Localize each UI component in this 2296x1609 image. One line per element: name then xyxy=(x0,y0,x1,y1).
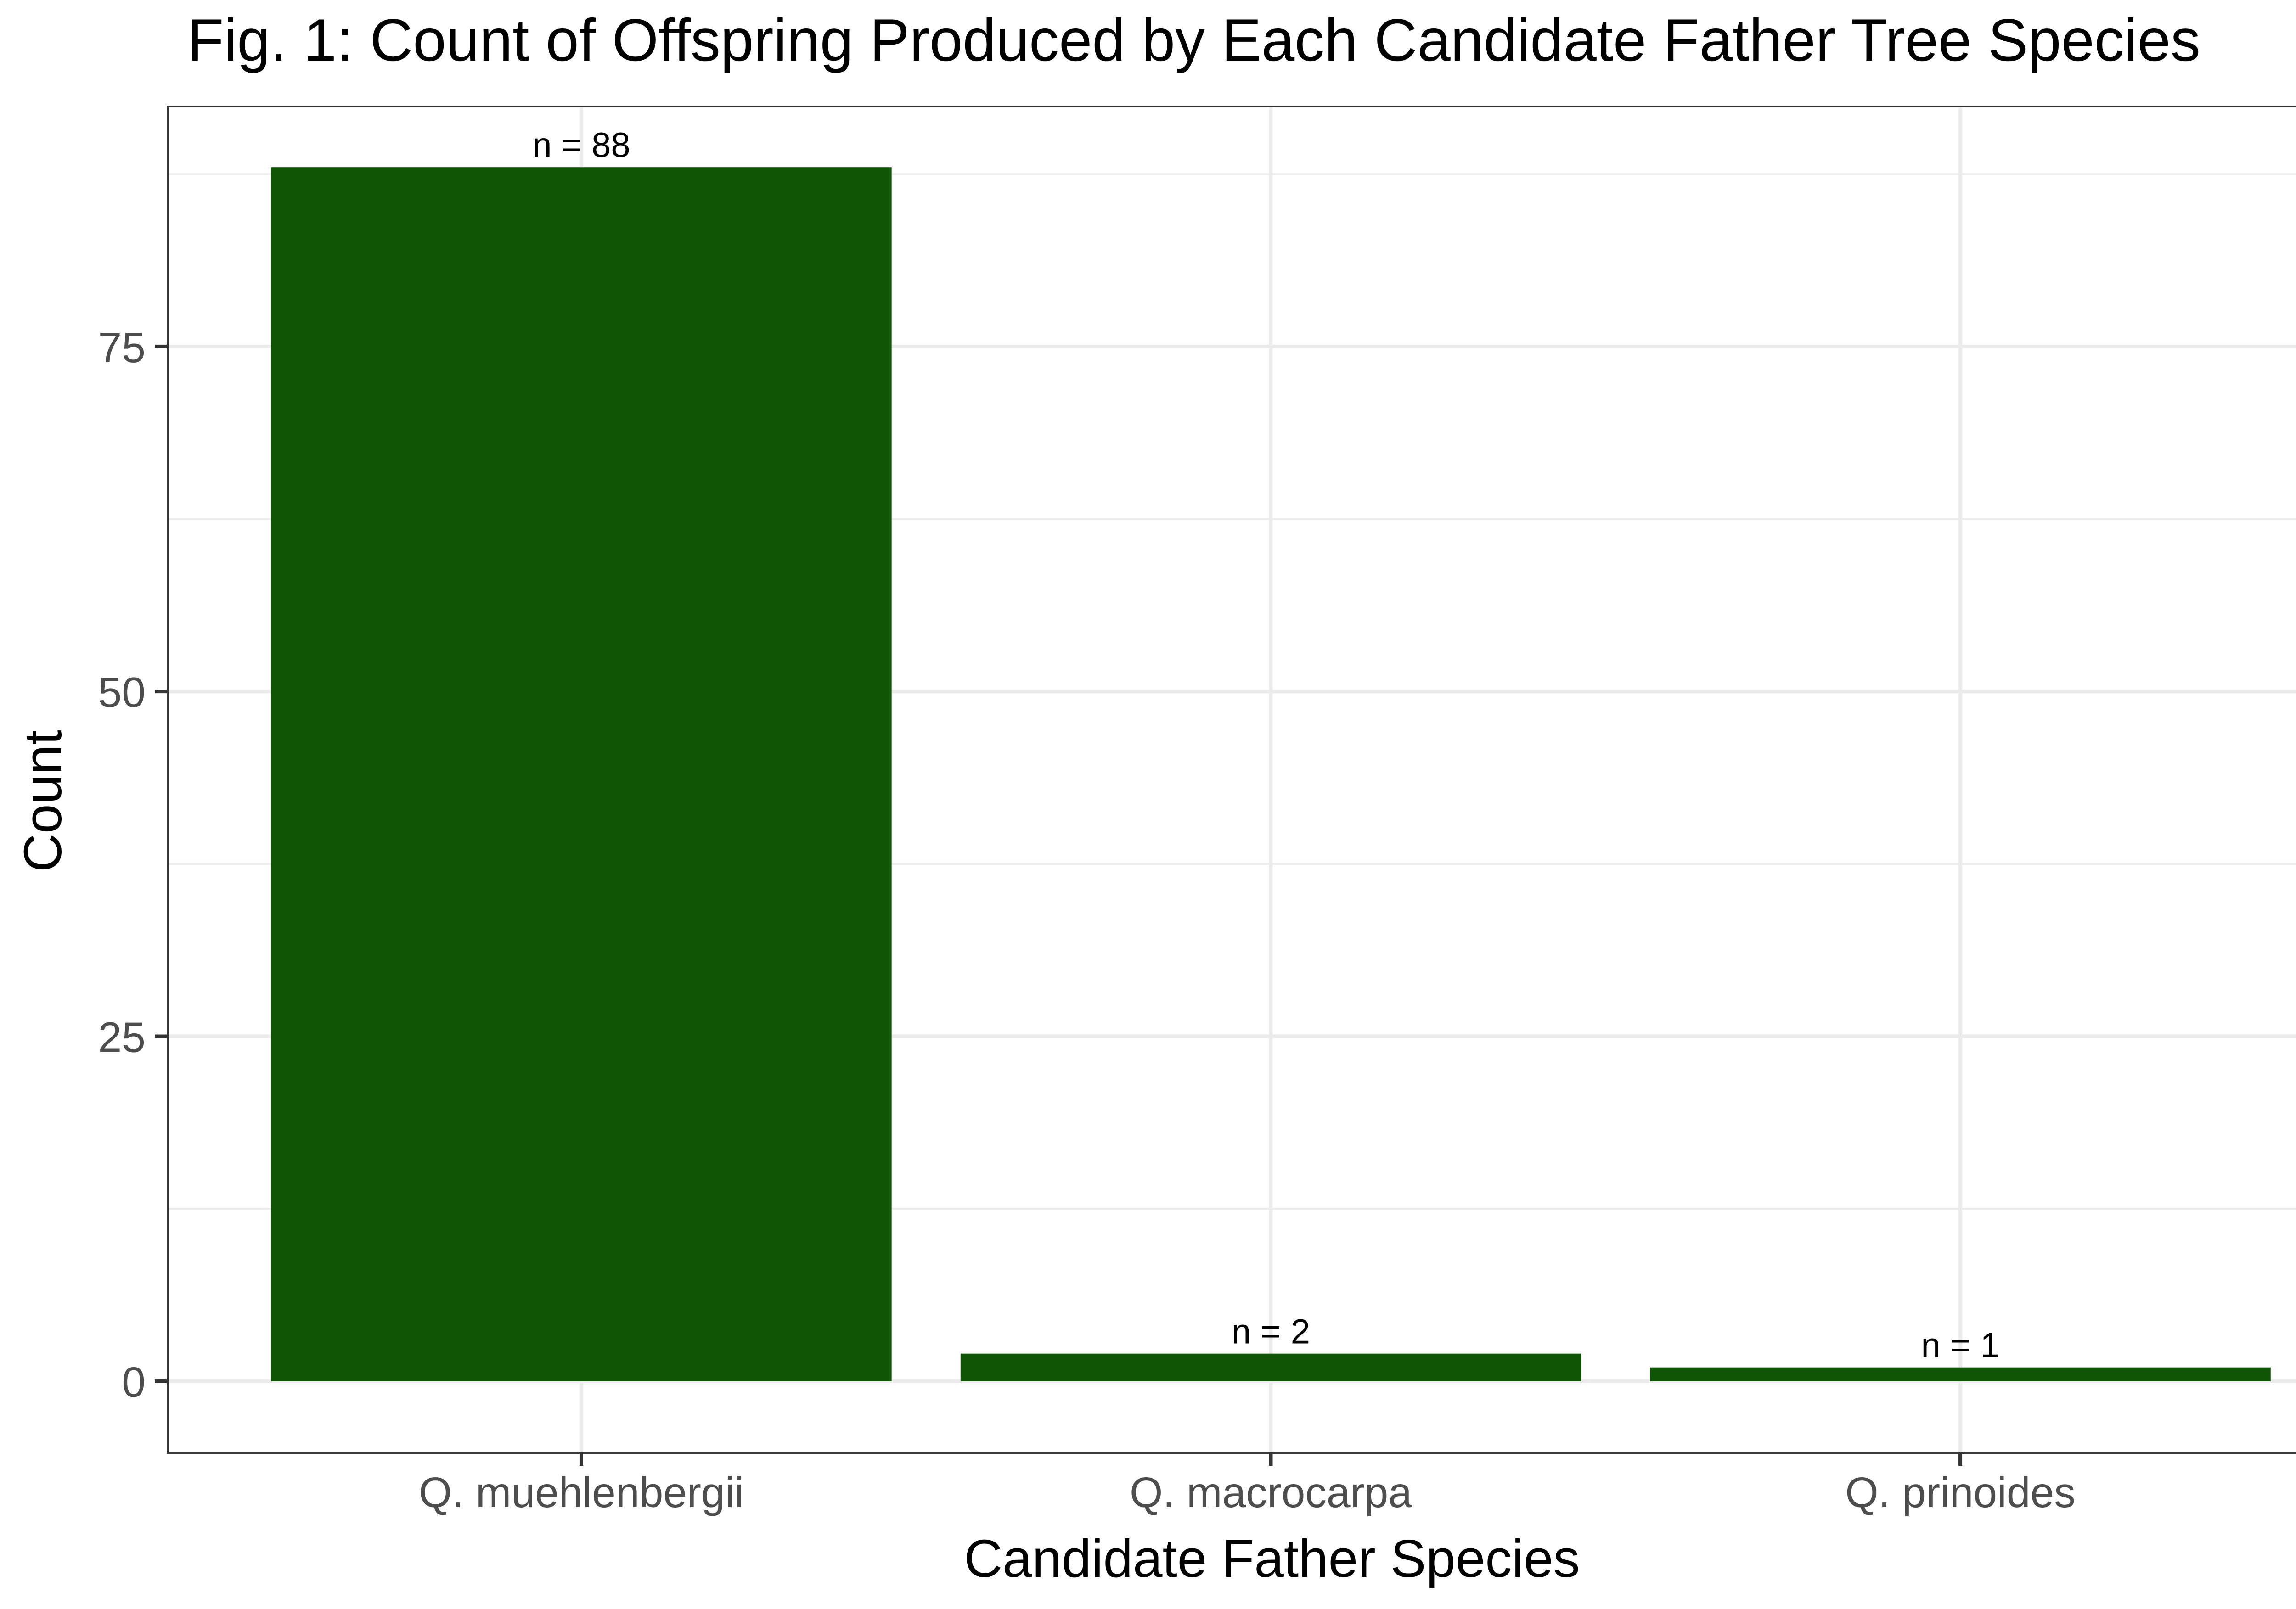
y-tick-label: 75 xyxy=(98,324,146,371)
y-tick-label: 0 xyxy=(122,1358,146,1406)
bars xyxy=(271,167,2271,1381)
x-axis: Q. muehlenbergii Q. macrocarpa Q. prinoide… xyxy=(419,1453,2076,1516)
y-axis: 0 25 50 75 xyxy=(98,324,168,1406)
bar xyxy=(1650,1367,2271,1381)
bar-data-label: n = 2 xyxy=(1232,1312,1310,1351)
y-tick-label: 25 xyxy=(98,1013,146,1061)
x-axis-title: Candidate Father Species xyxy=(964,1529,1580,1588)
bar xyxy=(960,1353,1581,1381)
bar xyxy=(271,167,892,1381)
bar-data-label: n = 1 xyxy=(1921,1326,1999,1365)
bar-data-labels: n = 88 n = 2 n = 1 xyxy=(532,126,1999,1365)
x-tick-label: Q. macrocarpa xyxy=(1130,1469,1412,1516)
x-tick-label: Q. prinoides xyxy=(1845,1469,2075,1516)
y-axis-title: Count xyxy=(13,730,73,872)
bar-data-label: n = 88 xyxy=(532,126,630,165)
y-tick-label: 50 xyxy=(98,668,146,716)
chart-title: Fig. 1: Count of Offspring Produced by E… xyxy=(187,6,2200,73)
x-tick-label: Q. muehlenbergii xyxy=(419,1469,744,1516)
